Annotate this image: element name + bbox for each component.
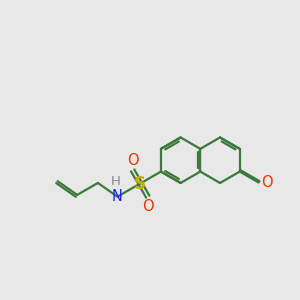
Text: N: N [112, 189, 123, 204]
Text: O: O [127, 153, 138, 168]
Text: S: S [134, 175, 146, 193]
Text: O: O [261, 175, 273, 190]
Text: O: O [142, 199, 154, 214]
Text: H: H [111, 175, 121, 188]
